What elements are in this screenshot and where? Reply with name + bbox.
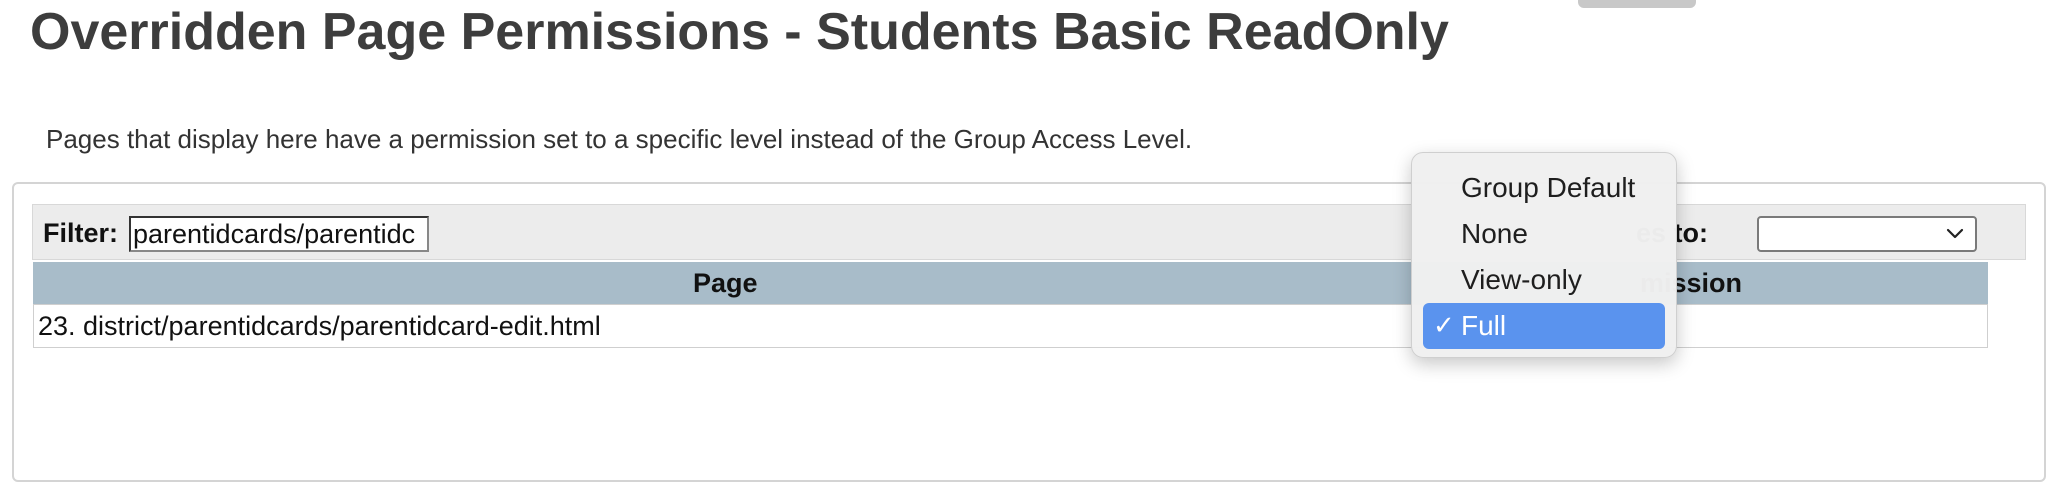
table-cell-page: 23. district/parentidcards/parentidcard-… [38,311,601,341]
menu-item-label: Group Default [1461,172,1636,203]
top-tab-edge [1578,0,1696,8]
page-title: Overridden Page Permissions - Students B… [30,3,1449,61]
menu-item-full[interactable]: ✓ Full [1423,303,1665,349]
column-header-page: Page [693,268,758,298]
menu-item-none[interactable]: None [1423,211,1665,257]
page-description: Pages that display here have a permissio… [46,124,1193,154]
chevron-down-icon [1946,228,1964,239]
filter-input[interactable] [129,216,429,252]
applies-to-select[interactable] [1757,216,1977,252]
menu-item-label: Full [1461,310,1507,341]
menu-item-group-default[interactable]: Group Default [1423,165,1665,211]
menu-item-label: None [1461,218,1528,249]
menu-item-label: View-only [1461,264,1582,295]
filter-label: Filter: [43,218,119,248]
menu-item-view-only[interactable]: View-only [1423,257,1665,303]
checkmark-icon: ✓ [1433,310,1455,340]
